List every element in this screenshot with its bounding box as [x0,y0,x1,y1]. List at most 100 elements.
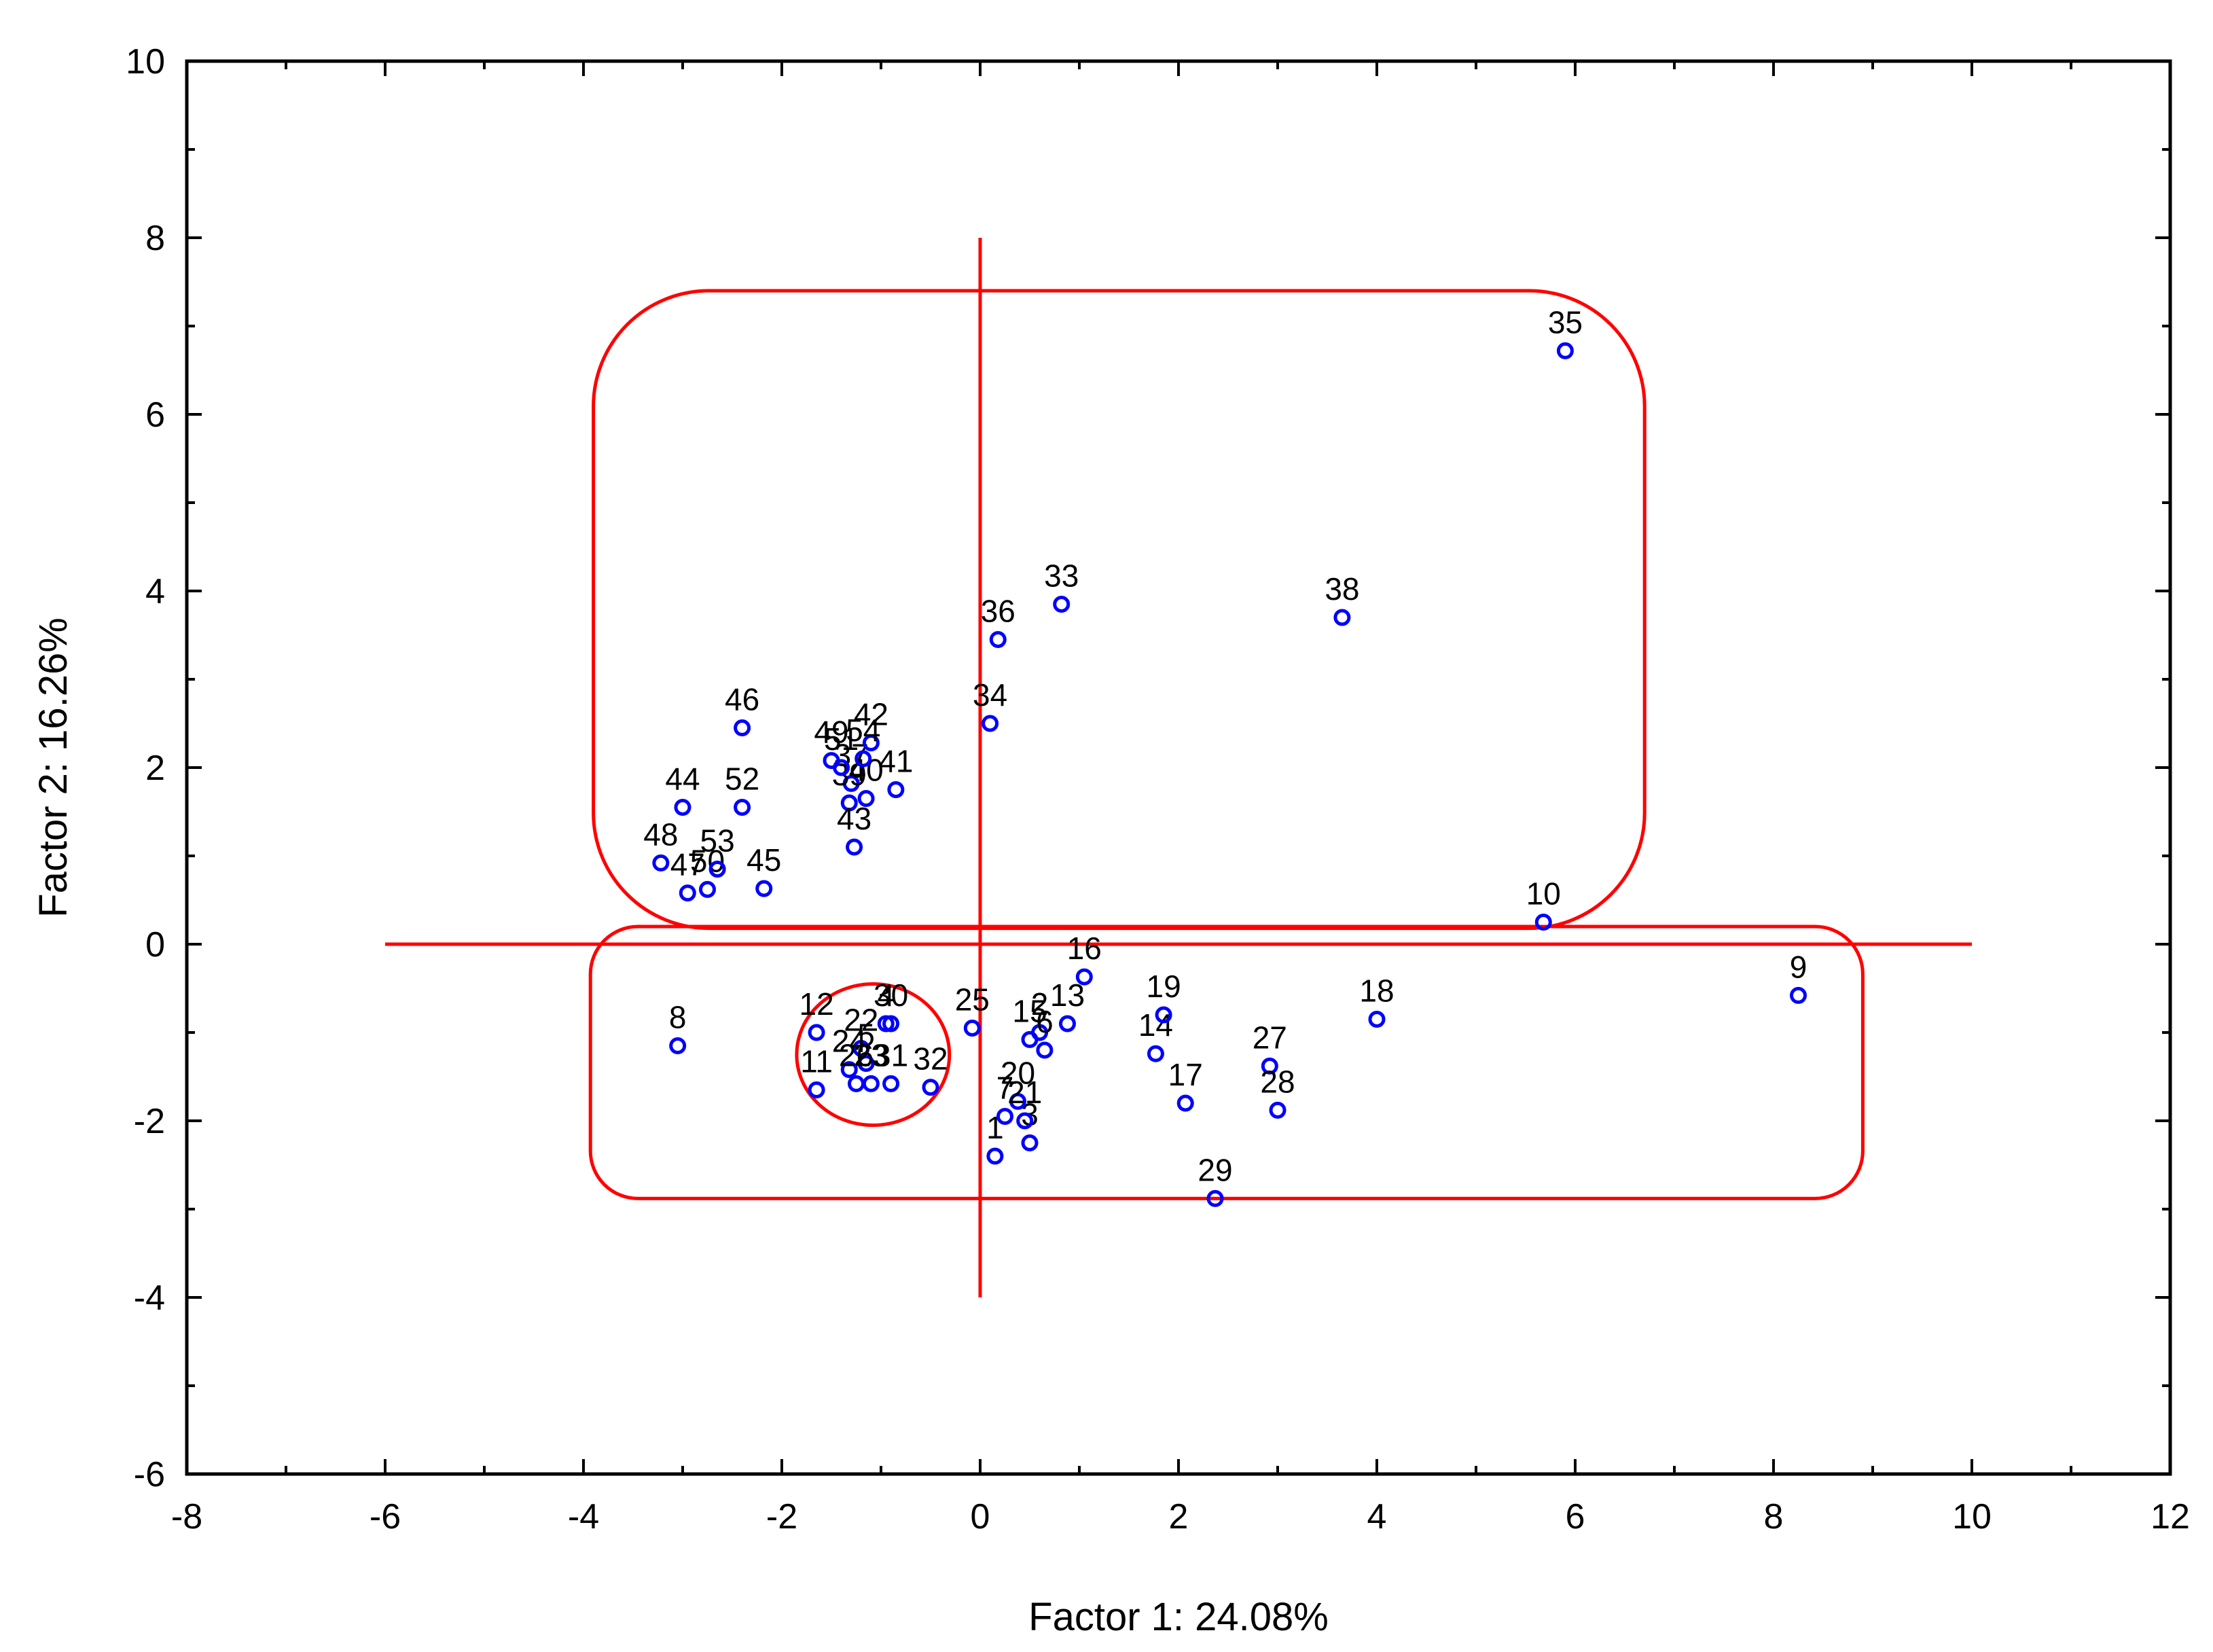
x-tick-label: 10 [1952,1497,1992,1537]
point-label-20: 20 [1001,1055,1035,1090]
data-point-19 [1155,1006,1172,1024]
data-point-22 [852,1039,870,1057]
point-label-54: 54 [846,713,880,748]
point-label-1: 1 [986,1110,1004,1145]
data-point-6 [1036,1041,1054,1059]
data-point-14 [1147,1045,1164,1062]
data-point-51 [833,759,850,776]
cluster-circle [795,982,952,1127]
upper-group-box [592,289,1647,931]
data-point-42 [862,734,880,752]
data-point-27 [1261,1057,1278,1075]
data-point-20 [1009,1092,1026,1110]
data-point-24 [840,1061,858,1079]
data-point-37 [842,774,860,792]
overlay-layer [385,238,1972,1297]
point-label-47: 47 [670,847,705,882]
point-label-51: 51 [824,721,859,757]
x-tick-label: 2 [1169,1497,1189,1537]
data-point-15 [1021,1030,1039,1048]
data-point-17 [1176,1094,1194,1112]
data-point-35 [1556,342,1574,359]
y-tick-label: -2 [134,1102,165,1141]
point-label-36: 36 [981,594,1015,629]
data-point-25 [963,1020,981,1037]
y-tick-label: -4 [134,1278,165,1318]
point-label-35: 35 [1548,304,1583,340]
point-label-48: 48 [643,816,678,852]
data-point-11 [808,1081,825,1098]
point-label-41: 41 [878,744,913,779]
data-point-1 [986,1147,1004,1165]
data-point-43 [846,838,863,856]
data-point-52 [734,799,751,816]
data-point-3 [1021,1134,1039,1151]
point-label-21: 21 [1007,1075,1042,1110]
point-label-11: 11 [800,1044,833,1079]
point-label-2: 2 [1031,986,1049,1022]
point-label-30: 30 [874,977,908,1013]
point-label-27: 27 [1253,1020,1287,1055]
data-point-9 [1790,986,1807,1004]
y-tick-label: 6 [145,395,165,435]
point-label-34: 34 [973,677,1007,713]
point-label-10: 10 [1526,876,1561,912]
data-point-38 [1333,609,1351,626]
point-label-32: 32 [913,1041,948,1077]
point-label-52: 52 [725,761,759,797]
point-label-22: 22 [844,1002,878,1037]
point-label-17: 17 [1168,1057,1203,1092]
data-point-34 [982,715,999,732]
y-tick-label: -6 [134,1455,165,1494]
point-label-9: 9 [1790,949,1807,984]
x-tick-label: 6 [1566,1497,1585,1537]
point-label-19: 19 [1147,969,1181,1004]
point-label-31: 31 [874,1037,908,1073]
x-tick-label: -4 [568,1497,599,1537]
point-label-23: 23 [854,1037,888,1073]
point-label-40: 40 [849,753,884,788]
point-label-42: 42 [854,697,888,732]
data-point-50 [699,880,716,898]
data-point-16 [1075,968,1093,986]
data-point-41 [887,781,905,798]
data-point-5 [857,1055,875,1072]
data-point-26 [848,1075,865,1092]
data-point-46 [734,719,751,736]
x-tick-label: -8 [171,1497,202,1537]
data-point-7 [996,1108,1013,1125]
data-point-33 [1053,596,1070,613]
point-label-45: 45 [746,842,781,878]
x-tick-label: -2 [766,1497,797,1537]
point-label-46: 46 [725,682,759,717]
data-point-10 [1534,914,1552,931]
point-label-43: 43 [837,801,871,836]
point-label-15: 15 [1012,993,1047,1028]
data-point-54 [854,750,872,768]
point-label-26: 26 [839,1037,874,1073]
data-point-39 [840,794,858,812]
point-label-24: 24 [832,1024,867,1059]
point-label-49: 49 [814,715,848,750]
y-tick-label: 10 [126,42,165,82]
point-label-53: 53 [700,823,735,859]
data-point-12 [808,1024,825,1041]
data-point-47 [679,884,696,902]
data-point-29 [1206,1189,1224,1207]
data-point-8 [669,1037,687,1054]
x-tick-label: 0 [971,1497,990,1537]
point-label-16: 16 [1067,931,1102,966]
x-axis-title: Factor 1: 24.08% [1028,1595,1329,1639]
point-label-8: 8 [669,1000,687,1035]
x-tick-label: 4 [1367,1497,1387,1537]
point-label-4: 4 [878,977,895,1013]
y-tick-label: 4 [145,572,165,611]
y-axis-title: Factor 2: 16.26% [31,617,75,918]
point-label-18: 18 [1359,973,1394,1009]
y-tick-label: 2 [145,749,165,788]
y-tick-label: 0 [145,925,165,965]
data-point-32 [922,1079,939,1096]
data-point-45 [755,880,773,897]
